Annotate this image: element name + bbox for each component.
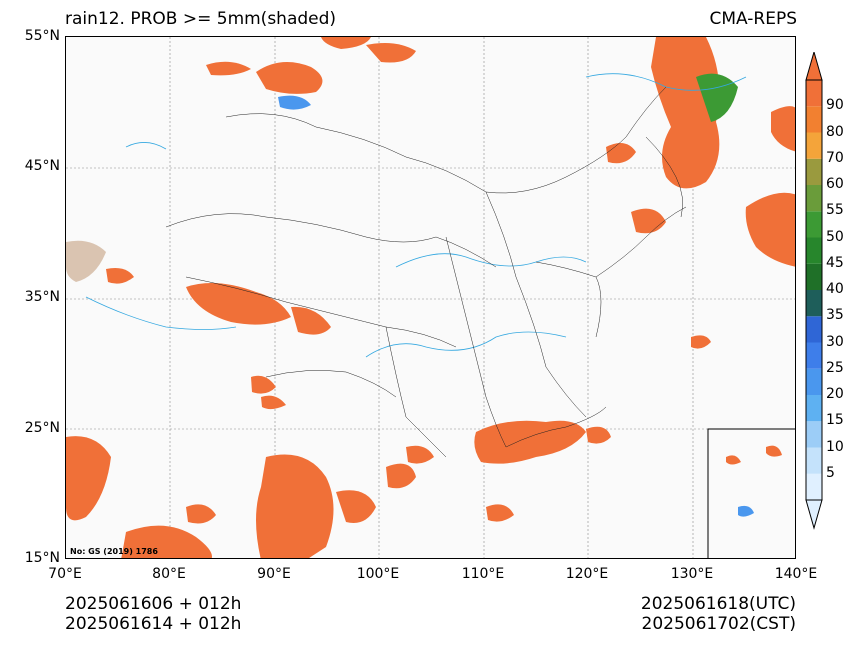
colorbar-segment xyxy=(806,80,822,107)
init-time-block: 2025061606 + 012h 2025061614 + 012h xyxy=(65,594,241,634)
map-title: rain12. PROB >= 5mm(shaded) xyxy=(65,9,337,29)
precipitation-map xyxy=(66,37,795,558)
gridlines xyxy=(66,37,795,558)
lon-label-120: 120°E xyxy=(565,566,609,582)
colorbar-tick-label: 60 xyxy=(826,176,844,192)
colorbar-outline xyxy=(805,79,823,501)
colorbar-segment xyxy=(806,158,822,185)
colorbar-segment xyxy=(806,106,822,133)
colorbar-segment xyxy=(806,316,822,343)
valid-time-block: 2025061618(UTC) 2025061702(CST) xyxy=(641,594,796,634)
lon-label-100: 100°E xyxy=(356,566,400,582)
model-name: CMA-REPS xyxy=(709,9,797,29)
lon-label-140: 140°E xyxy=(774,566,818,582)
colorbar-tick-label: 40 xyxy=(826,281,844,297)
colorbar xyxy=(805,52,823,530)
lon-label-80: 80°E xyxy=(152,566,186,582)
lon-label-90: 90°E xyxy=(257,566,291,582)
colorbar-tick-label: 70 xyxy=(826,149,844,166)
colorbar-segment xyxy=(806,237,822,264)
colorbar-segment xyxy=(806,263,822,290)
colorbar-segment xyxy=(806,342,822,369)
lon-label-110: 110°E xyxy=(461,566,505,582)
colorbar-min-arrow xyxy=(805,499,823,530)
colorbar-segment xyxy=(806,421,822,448)
colorbar-tick-label: 55 xyxy=(826,202,844,219)
colorbar-tick-label: 25 xyxy=(826,359,844,376)
south-china-sea-inset xyxy=(707,428,795,558)
colorbar-tick-label: 5 xyxy=(826,464,835,481)
rain-probability-shading xyxy=(66,37,795,558)
colorbar-segment xyxy=(806,447,822,474)
colorbar-tick-label: 15 xyxy=(826,412,844,429)
colorbar-tick-label: 35 xyxy=(826,307,844,324)
colorbar-segment xyxy=(806,211,822,238)
colorbar-segment xyxy=(806,368,822,395)
lat-label-55: 55°N xyxy=(24,28,60,44)
colorbar-segment xyxy=(806,185,822,212)
lon-label-130: 130°E xyxy=(670,566,714,582)
valid-time-utc: 2025061618(UTC) xyxy=(640,594,796,614)
colorbar-tick-label: 45 xyxy=(826,254,844,271)
province-borders xyxy=(165,86,687,458)
colorbar-max-arrow xyxy=(805,52,823,81)
map-frame: No: GS (2019) 1786 xyxy=(65,36,796,559)
lat-label-25: 25°N xyxy=(24,420,60,436)
colorbar-tick-label: 80 xyxy=(826,123,844,140)
lat-label-35: 35°N xyxy=(24,289,60,305)
colorbar-segment xyxy=(806,290,822,317)
colorbar-tick-label: 50 xyxy=(826,228,844,245)
lon-label-70: 70°E xyxy=(48,566,82,582)
colorbar-segment xyxy=(806,395,822,422)
colorbar-tick-label: 30 xyxy=(826,333,844,350)
lat-label-15: 15°N xyxy=(24,550,60,566)
init-time-cst: 2025061614 + 012h xyxy=(65,614,242,634)
colorbar-segments xyxy=(805,52,823,530)
colorbar-segment xyxy=(806,132,822,159)
colorbar-tick-label: 20 xyxy=(826,386,844,402)
lat-label-45: 45°N xyxy=(24,158,60,174)
init-time-utc: 2025061606 + 012h xyxy=(65,594,242,614)
map-approval-stamp: No: GS (2019) 1786 xyxy=(70,547,158,556)
colorbar-tick-label: 10 xyxy=(826,438,844,455)
valid-time-cst: 2025061702(CST) xyxy=(641,614,796,634)
colorbar-segment xyxy=(806,473,822,500)
inset-islands xyxy=(726,445,782,517)
colorbar-tick-label: 90 xyxy=(826,97,844,114)
